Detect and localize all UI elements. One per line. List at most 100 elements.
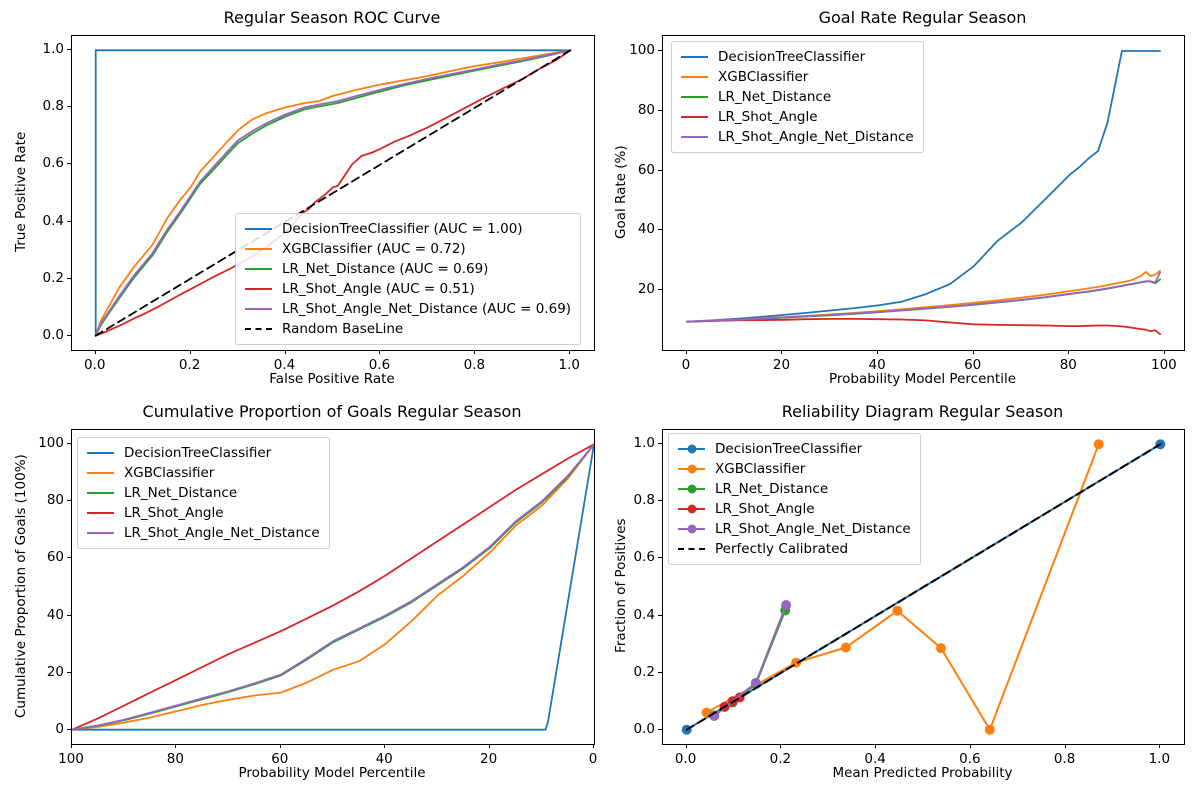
chart-title: Reliability Diagram Regular Season <box>781 402 1064 421</box>
x-tick-mark <box>1163 350 1165 354</box>
legend-label: Random BaseLine <box>282 321 404 337</box>
legend-label: LR_Net_Distance <box>718 89 832 105</box>
y-tick-mark <box>658 229 662 231</box>
legend: DecisionTreeClassifier (AUC = 1.00) XGBCl… <box>235 213 582 345</box>
legend-line-sample <box>681 51 708 63</box>
data-point-XGBClassifier <box>1093 439 1104 450</box>
chart-title: Goal Rate Regular Season <box>818 8 1027 27</box>
x-tick-label: 80 <box>1059 357 1077 373</box>
legend-line-sample <box>245 243 272 255</box>
y-axis-label: Goal Rate (%) <box>613 145 629 239</box>
x-tick-label: 0.0 <box>674 751 697 767</box>
legend-marker-dot <box>687 504 696 514</box>
legend-line-sample <box>678 443 705 455</box>
x-tick-label: 0.8 <box>1053 751 1076 767</box>
legend-line <box>87 532 114 534</box>
x-tick-label: 0.6 <box>368 357 391 373</box>
x-axis-label: False Positive Rate <box>269 371 395 387</box>
legend-entry: LR_Shot_Angle <box>681 107 914 127</box>
legend-line <box>245 248 272 250</box>
data-point-XGBClassifier <box>840 642 851 653</box>
legend-line <box>681 56 708 58</box>
legend-label: LR_Net_Distance <box>715 481 829 497</box>
series-line-LR_Shot_Angle_Net_Distance <box>685 271 1162 323</box>
legend-line-sample <box>678 463 705 475</box>
x-tick-label: 0 <box>681 357 691 373</box>
y-tick-mark <box>67 728 71 730</box>
legend-label: DecisionTreeClassifier <box>124 445 272 461</box>
y-tick-mark <box>67 163 71 165</box>
legend-marker-dot <box>687 484 696 494</box>
x-tick-mark <box>189 350 191 354</box>
series-line-LR_Shot_Angle <box>685 317 1162 336</box>
x-tick-mark <box>877 350 879 354</box>
legend-entry: LR_Shot_Angle_Net_Distance <box>678 519 911 539</box>
legend-line-sample <box>678 543 705 555</box>
series-line-Random BaseLine <box>94 49 572 337</box>
legend-entry: DecisionTreeClassifier <box>678 439 911 459</box>
legend-line-sample <box>245 223 272 235</box>
legend-entry: LR_Shot_Angle (AUC = 0.51) <box>245 279 571 299</box>
legend-line-sample <box>87 447 114 459</box>
series-line-Perfectly Calibrated <box>685 443 1162 731</box>
x-tick-mark <box>972 350 974 354</box>
x-axis-label: Probability Model Percentile <box>828 371 1017 387</box>
data-point-XGBClassifier <box>936 643 946 654</box>
y-tick-mark <box>67 106 71 108</box>
legend-line-sample <box>87 487 114 499</box>
y-tick-mark <box>67 277 71 279</box>
x-tick-label: 20 <box>772 357 791 373</box>
x-tick-label: 20 <box>480 751 498 767</box>
legend-entry: LR_Shot_Angle <box>678 499 911 519</box>
x-tick-label: 1.0 <box>1148 751 1171 767</box>
legend-entry: XGBClassifier <box>87 463 320 483</box>
y-tick-mark <box>658 49 662 51</box>
legend-label: DecisionTreeClassifier (AUC = 1.00) <box>282 221 523 237</box>
x-tick-mark <box>593 744 594 748</box>
series-line-LR_Net_Distance <box>713 609 787 717</box>
subplot-roc-curve: Regular Season ROC Curve True Positive R… <box>0 0 600 400</box>
x-tick-label: 0.4 <box>864 751 886 767</box>
x-tick-mark <box>969 744 971 748</box>
y-tick-label: 0.2 <box>42 269 64 286</box>
legend-line <box>681 116 708 118</box>
y-tick-label: 0.0 <box>42 326 64 343</box>
series-line-DecisionTreeClassifier <box>685 50 1162 323</box>
x-tick-mark <box>384 744 386 748</box>
y-tick-label: 0.8 <box>633 492 655 509</box>
y-tick-mark <box>658 289 662 291</box>
x-tick-label: 80 <box>166 751 184 767</box>
subplot-cumulative-goals: Cumulative Proportion of Goals Regular S… <box>0 400 600 800</box>
legend-label: XGBClassifier <box>715 461 806 477</box>
legend-line <box>245 288 272 290</box>
legend-entry: XGBClassifier <box>681 67 914 87</box>
legend-label: LR_Shot_Angle <box>718 109 818 125</box>
series-line-XGBClassifier <box>685 269 1162 323</box>
legend-line <box>87 472 114 474</box>
x-tick-mark <box>71 744 72 748</box>
legend-entry: Random BaseLine <box>245 319 571 339</box>
data-point-XGBClassifier <box>984 724 995 735</box>
x-tick-mark <box>175 744 177 748</box>
x-tick-label: 0.6 <box>959 751 981 767</box>
x-tick-label: 40 <box>868 357 886 373</box>
x-tick-label: 0.2 <box>769 751 792 767</box>
legend-line-sample <box>681 71 708 83</box>
legend-marker-dot <box>687 464 696 474</box>
legend-label: Perfectly Calibrated <box>715 541 849 557</box>
y-tick-mark <box>67 443 71 445</box>
y-tick-label: 0 <box>55 720 64 737</box>
legend-entry: XGBClassifier (AUC = 0.72) <box>245 239 571 259</box>
x-tick-label: 60 <box>271 751 289 767</box>
series-line-DecisionTreeClassifier <box>94 49 572 337</box>
legend-line-sample <box>245 263 272 275</box>
legend-label: LR_Shot_Angle_Net_Distance <box>124 525 320 541</box>
series-line-LR_Net_Distance <box>94 49 572 337</box>
x-tick-label: 100 <box>58 751 84 767</box>
x-tick-mark <box>1064 744 1066 748</box>
y-tick-label: 80 <box>637 101 655 118</box>
legend-entry: LR_Shot_Angle <box>87 503 320 523</box>
y-tick-label: 60 <box>46 549 64 566</box>
series-line-LR_Shot_Angle <box>72 443 594 731</box>
x-tick-mark <box>379 350 381 354</box>
